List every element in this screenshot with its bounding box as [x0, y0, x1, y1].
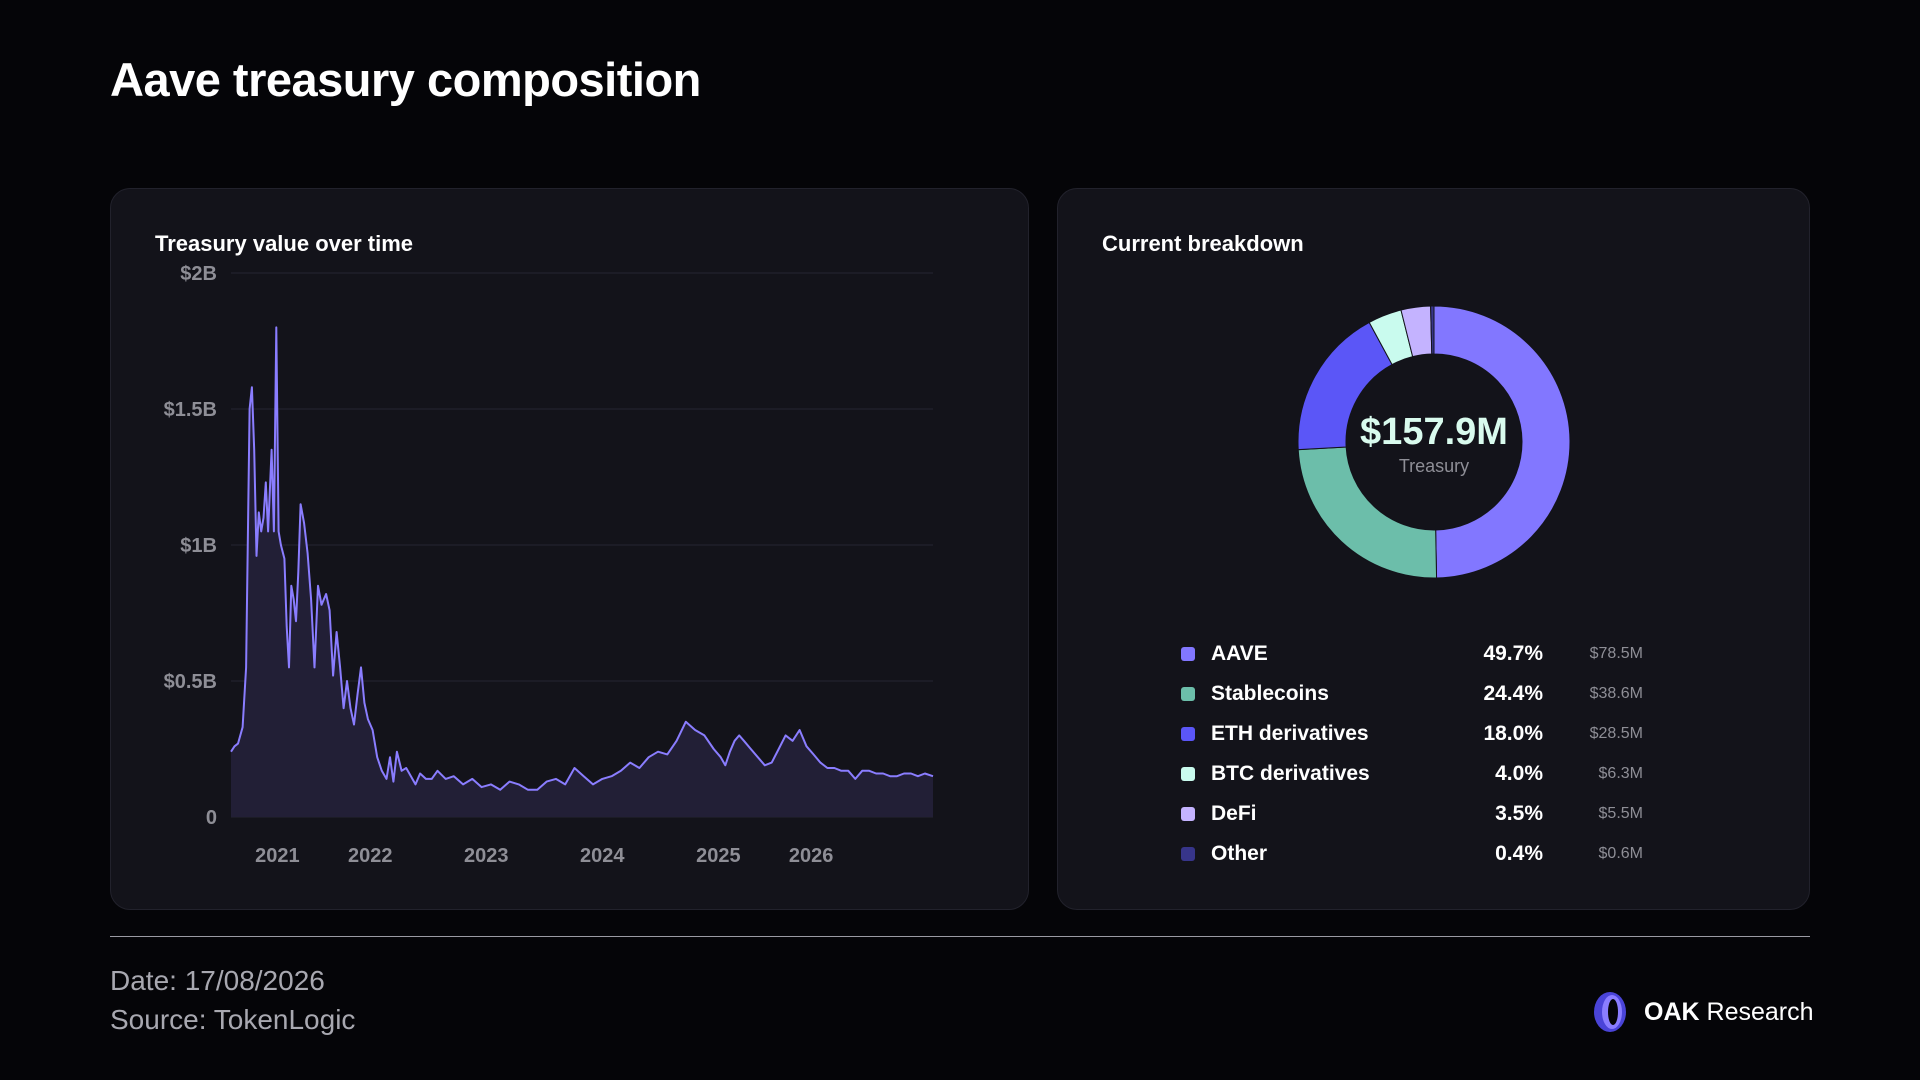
legend-percent: 4.0%: [1495, 762, 1543, 785]
legend-label: BTC derivatives: [1211, 762, 1370, 785]
legend-amount: $6.3M: [1598, 765, 1643, 782]
donut-slice-other: [1430, 305, 1435, 355]
legend-label: DeFi: [1211, 802, 1257, 825]
donut-slice-aave: [1433, 305, 1571, 579]
x-tick-label: 2023: [464, 845, 509, 867]
legend-item: AAVE 49.7% $78.5M: [1173, 634, 1693, 674]
x-tick-label: 2026: [789, 845, 834, 867]
legend-amount: $0.6M: [1598, 845, 1643, 862]
footer-date: Date: 17/08/2026: [110, 965, 325, 996]
legend-item: Stablecoins 24.4% $38.6M: [1173, 674, 1693, 714]
y-tick-label: $0.5B: [164, 671, 217, 693]
donut-card-title: Current breakdown: [1102, 231, 1304, 256]
legend-swatch: [1181, 767, 1195, 781]
legend-label: Other: [1211, 842, 1268, 865]
legend-label: Stablecoins: [1211, 682, 1329, 705]
legend-swatch: [1181, 727, 1195, 741]
current-breakdown-card: Current breakdown $157.9M Treasury AAVE 4…: [1057, 188, 1810, 910]
x-tick-label: 2021: [255, 845, 299, 867]
legend-item: Other 0.4% $0.6M: [1173, 834, 1693, 874]
treasury-line-chart: 0 $0.5B $1B $1.5B $2B 2021 2022 2023 2024 2025 20…: [164, 263, 934, 867]
legend-amount: $5.5M: [1598, 805, 1643, 822]
donut-total-label: Treasury: [1399, 456, 1469, 476]
x-tick-label: 2022: [348, 845, 393, 867]
brand-name: OAK Research: [1644, 998, 1814, 1027]
treasury-area-fill: [231, 327, 933, 817]
legend-swatch: [1181, 807, 1195, 821]
x-tick-label: 2024: [580, 845, 625, 867]
legend-swatch: [1181, 647, 1195, 661]
y-tick-label: $1B: [180, 535, 217, 557]
legend-percent: 18.0%: [1483, 722, 1543, 745]
legend-percent: 3.5%: [1495, 802, 1543, 825]
legend-percent: 0.4%: [1495, 842, 1543, 865]
legend-percent: 24.4%: [1483, 682, 1543, 705]
legend-percent: 49.7%: [1483, 642, 1543, 665]
donut-total-value: $157.9M: [1360, 411, 1508, 453]
treasury-over-time-card: Treasury value over time 0 $0.5B $1B $1.5B $…: [110, 188, 1029, 910]
brand-name-bold: OAK: [1644, 997, 1700, 1026]
legend-amount: $28.5M: [1589, 725, 1643, 742]
legend-item: DeFi 3.5% $5.5M: [1173, 794, 1693, 834]
brand: OAK Research: [1590, 990, 1814, 1034]
legend-amount: $38.6M: [1589, 685, 1643, 702]
legend-item: BTC derivatives 4.0% $6.3M: [1173, 754, 1693, 794]
legend-amount: $78.5M: [1589, 645, 1643, 662]
legend-item: ETH derivatives 18.0% $28.5M: [1173, 714, 1693, 754]
y-tick-label: $2B: [180, 263, 217, 285]
legend-swatch: [1181, 847, 1195, 861]
breakdown-legend: AAVE 49.7% $78.5M Stablecoins 24.4% $38.6M ETH…: [1173, 634, 1693, 874]
x-tick-label: 2025: [696, 845, 741, 867]
legend-label: ETH derivatives: [1211, 722, 1369, 745]
legend-label: AAVE: [1211, 642, 1268, 665]
brand-name-rest: Research: [1699, 997, 1814, 1026]
footer-source: Source: TokenLogic: [110, 1004, 356, 1035]
footer-divider: [110, 936, 1810, 937]
oak-logo-icon: [1594, 992, 1626, 1032]
treasury-value-line: [230, 326, 934, 791]
line-card-title: Treasury value over time: [155, 231, 414, 256]
y-tick-label: $1.5B: [164, 399, 217, 421]
breakdown-donut-chart: $157.9M Treasury: [1297, 305, 1571, 579]
y-tick-label: 0: [206, 807, 217, 829]
page-title: Aave treasury composition: [110, 53, 701, 106]
legend-swatch: [1181, 687, 1195, 701]
